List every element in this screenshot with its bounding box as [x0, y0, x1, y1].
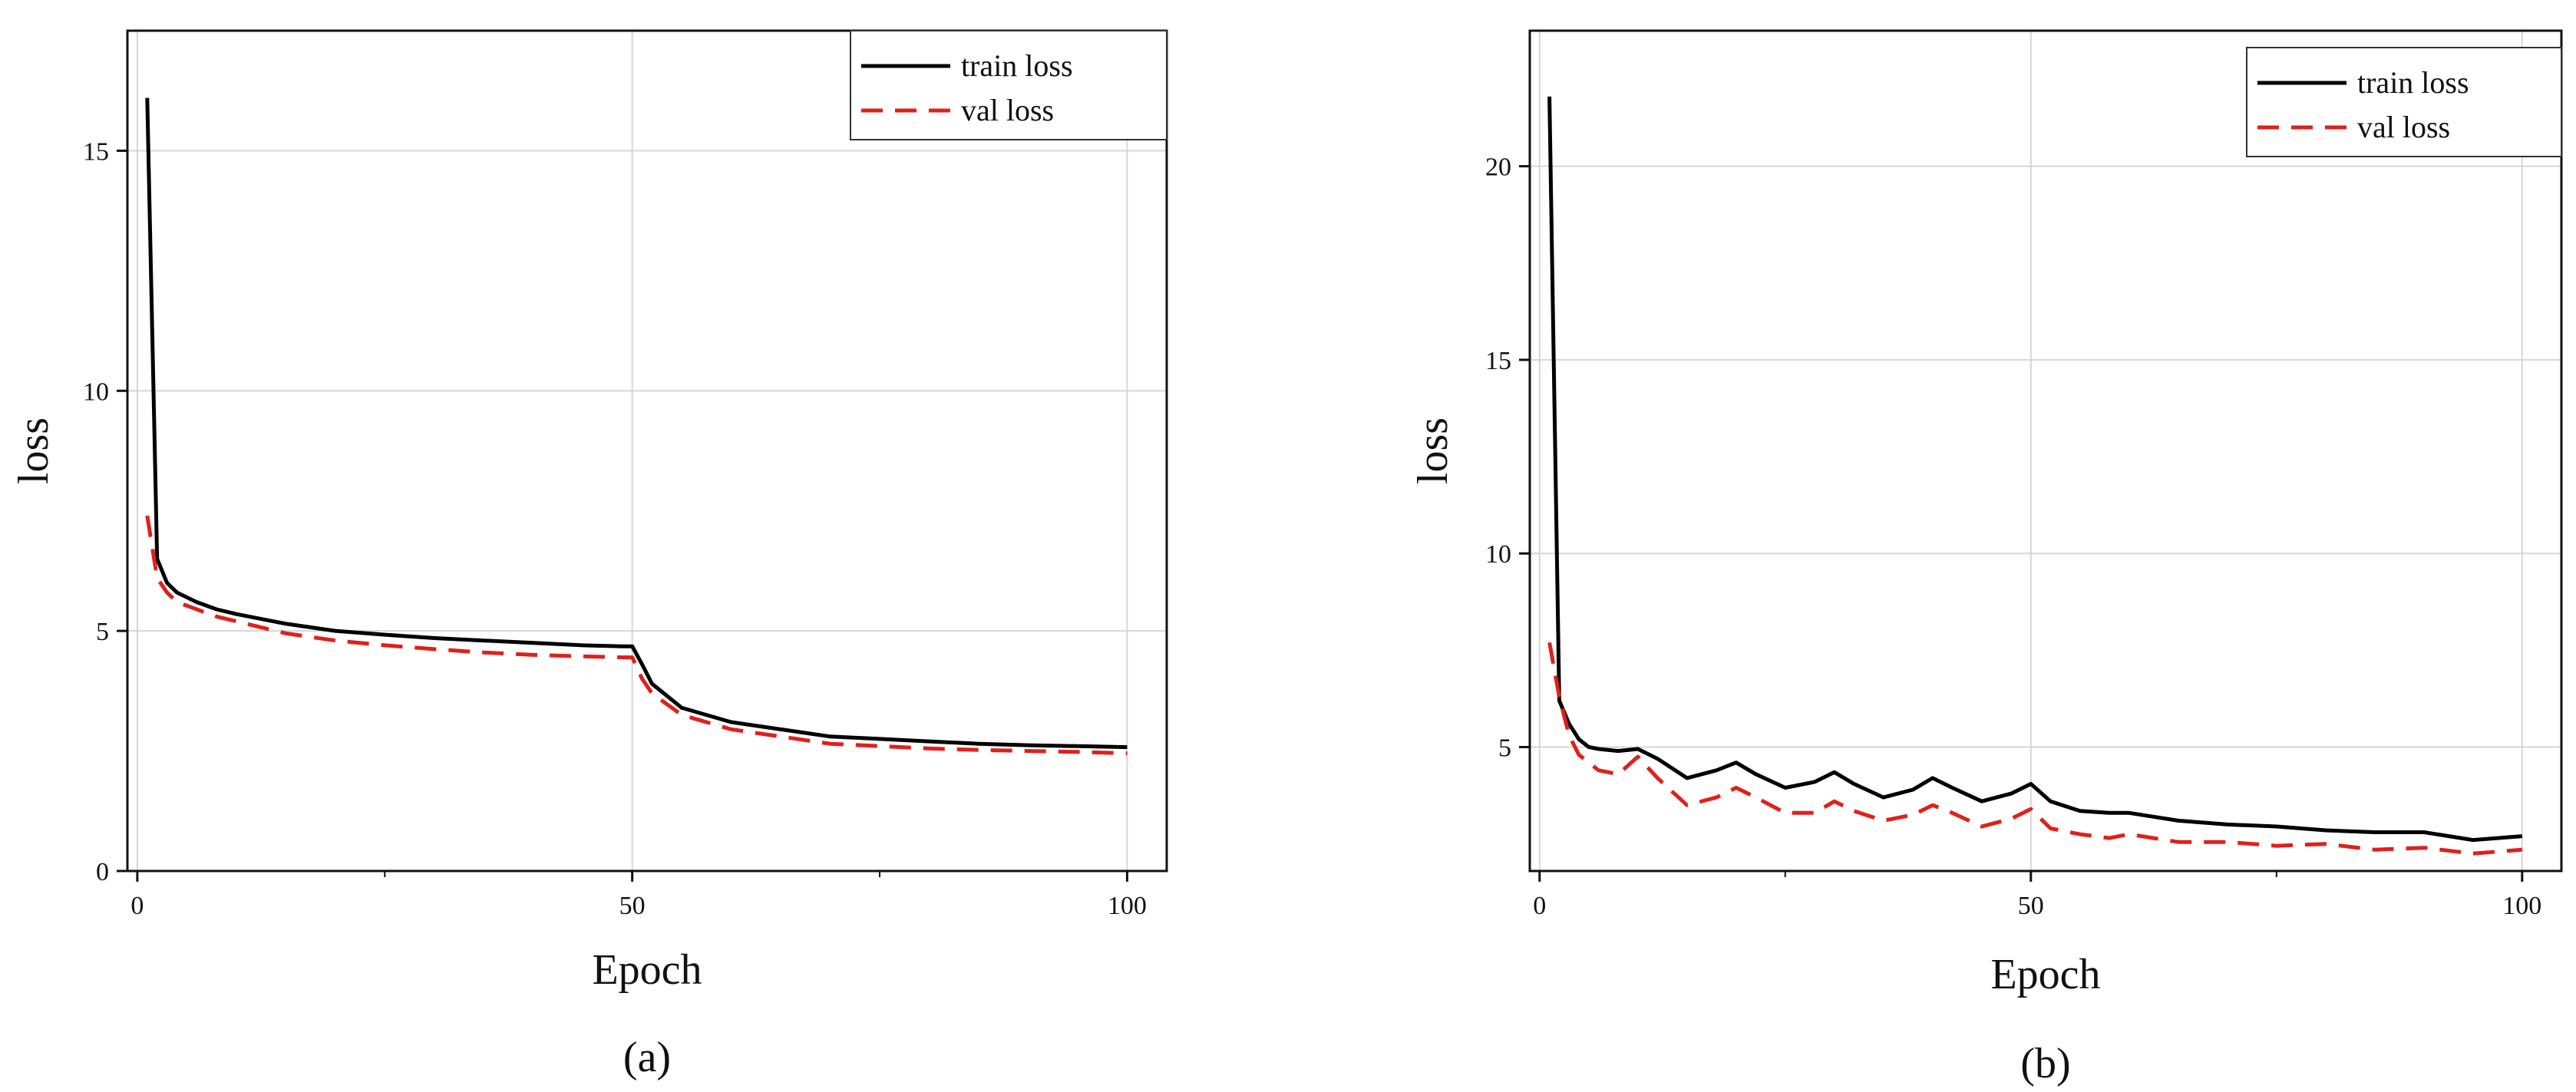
legend-entry: val loss	[2357, 110, 2450, 144]
subfigure-caption: (a)	[623, 1034, 671, 1081]
plot-frame	[126, 29, 1168, 873]
subfigure-caption: (b)	[2020, 1040, 2070, 1087]
y-tick-label: 5	[96, 618, 109, 646]
series-line-train-loss	[145, 97, 1128, 750]
x-tick-label: 100	[2502, 892, 2541, 920]
x-axis-label: Epoch	[592, 946, 702, 994]
y-axis-label: loss	[1409, 417, 1457, 484]
y-axis-label: loss	[10, 417, 58, 484]
chart-a: 0 50 100 0 5 10 15 Epoch loss (a) train loss val lo…	[10, 29, 1168, 1081]
series-line-train-loss	[1547, 96, 2522, 843]
y-tick-label: 15	[1485, 347, 1511, 375]
legend-entry: train loss	[961, 48, 1073, 83]
legend-box	[850, 30, 1167, 140]
y-tick-label: 20	[1485, 153, 1511, 182]
series-line-val-loss	[1547, 642, 2522, 856]
legend-entry: val loss	[961, 93, 1054, 127]
legend-entry: train loss	[2357, 65, 2469, 100]
legend: train loss val loss	[2246, 47, 2562, 157]
y-tick-label: 15	[83, 137, 109, 166]
legend-box	[2246, 47, 2562, 157]
x-tick-label: 50	[2018, 892, 2044, 920]
series-line-val-loss	[145, 515, 1128, 756]
y-tick-label: 5	[1498, 734, 1511, 763]
y-tick-label: 10	[1485, 540, 1511, 569]
y-tick-label: 10	[83, 378, 109, 406]
y-tick-label: 0	[96, 858, 109, 886]
plot-frame	[1528, 29, 2563, 873]
x-tick-label: 100	[1108, 892, 1147, 920]
x-tick-label: 0	[1533, 892, 1546, 920]
chart-b: 0 50 100 5 10 15 20 Epoch loss (b) train loss val l…	[1409, 29, 2563, 1087]
x-tick-label: 0	[130, 892, 144, 920]
x-axis-label: Epoch	[1990, 951, 2100, 998]
legend: train loss val loss	[850, 30, 1167, 140]
x-tick-label: 50	[619, 892, 646, 920]
